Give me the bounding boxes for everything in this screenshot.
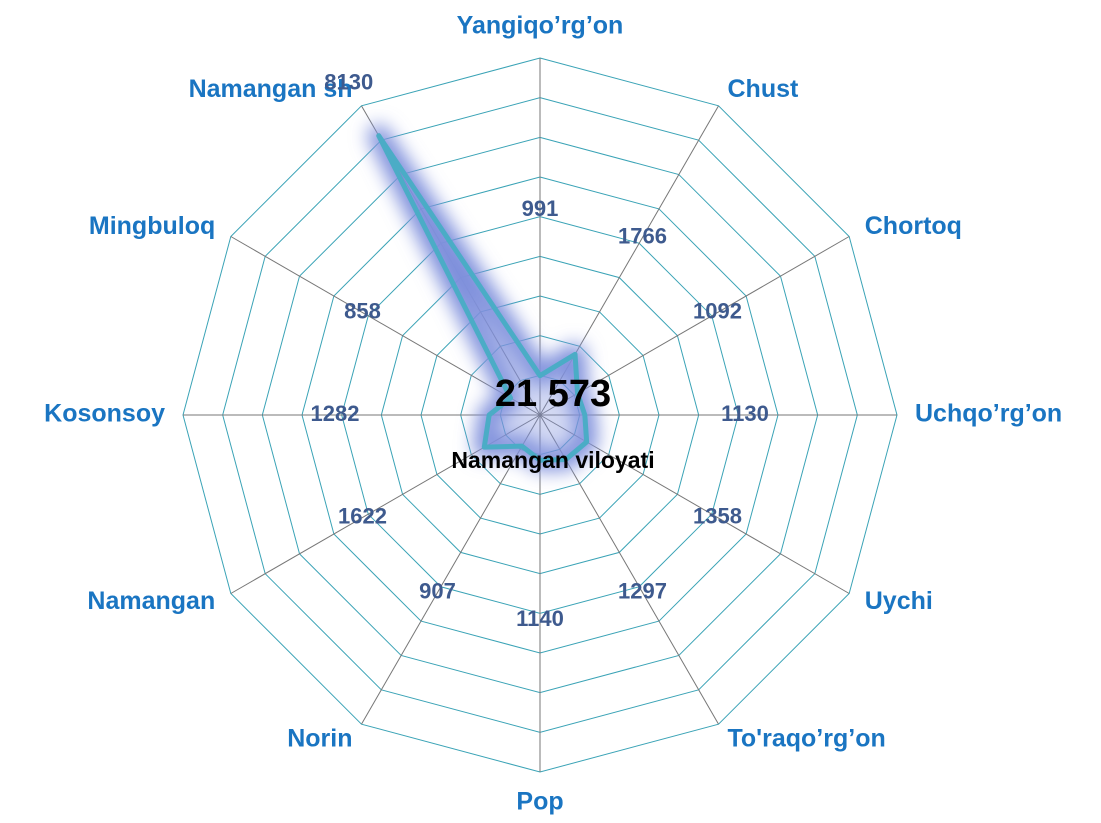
value-label: 1622 bbox=[338, 503, 387, 528]
spoke bbox=[230, 236, 541, 416]
category-label: To'raqo’rg’on bbox=[728, 724, 886, 752]
category-label: Uchqo’rg’on bbox=[915, 400, 1062, 428]
value-label: 1092 bbox=[693, 298, 742, 323]
spoke bbox=[539, 236, 850, 416]
series bbox=[367, 124, 598, 472]
value-label: 1766 bbox=[618, 223, 667, 248]
category-label: Chortoq bbox=[865, 212, 962, 240]
center-label: Namangan viloyati bbox=[451, 447, 654, 473]
category-label: Mingbuloq bbox=[89, 212, 215, 240]
spoke bbox=[361, 414, 541, 725]
category-label: Uychi bbox=[865, 587, 933, 615]
category-label: Pop bbox=[516, 788, 563, 816]
value-label: 991 bbox=[522, 196, 559, 221]
value-label: 8130 bbox=[324, 70, 373, 95]
labels: Yangiqo’rg’on 991 Chust 1766 Chortoq 1092 Uchq… bbox=[44, 12, 1062, 816]
value-label: 1130 bbox=[721, 401, 769, 426]
value-label: 1358 bbox=[693, 503, 742, 528]
series-line bbox=[376, 133, 590, 463]
value-label: 1140 bbox=[516, 606, 564, 631]
category-label: Namangan sh bbox=[189, 75, 353, 103]
category-label: Yangiqo’rg’on bbox=[457, 12, 624, 40]
category-label: Norin bbox=[287, 724, 352, 752]
value-label: 858 bbox=[344, 298, 381, 323]
value-label: 1297 bbox=[618, 578, 667, 603]
center-value: 21 573 bbox=[495, 373, 611, 415]
value-label: 907 bbox=[419, 578, 456, 603]
category-label: Namangan bbox=[87, 587, 215, 615]
category-label: Kosonsoy bbox=[44, 400, 165, 428]
value-label: 1282 bbox=[311, 401, 360, 426]
category-label: Chust bbox=[728, 75, 800, 103]
